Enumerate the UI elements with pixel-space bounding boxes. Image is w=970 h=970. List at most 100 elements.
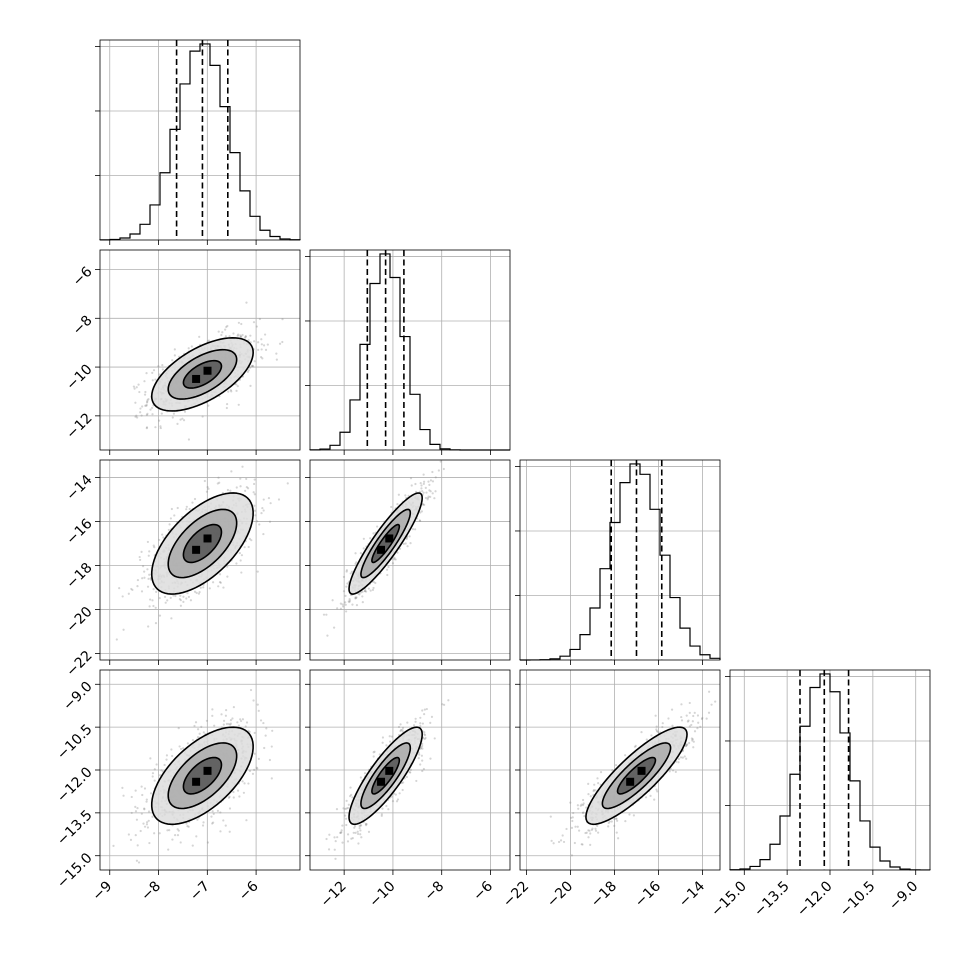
scatter-point	[143, 380, 146, 383]
scatter-point	[153, 546, 156, 549]
scatter-point	[361, 595, 364, 598]
scatter-point	[333, 836, 336, 839]
scatter-point	[402, 781, 405, 784]
scatter-point	[421, 759, 424, 762]
scatter-point	[565, 827, 568, 831]
scatter-point	[154, 426, 157, 429]
scatter-point	[246, 487, 250, 490]
scatter-point	[372, 532, 375, 535]
scatter-point	[187, 438, 191, 441]
scatter-point	[401, 730, 404, 733]
scatter-point	[351, 796, 354, 799]
scatter-point	[421, 747, 424, 750]
scatter-point	[344, 817, 348, 820]
density-peak	[192, 374, 201, 383]
scatter-point	[408, 535, 411, 538]
scatter-point	[358, 827, 361, 830]
scatter-point	[399, 729, 402, 733]
scatter-point	[422, 767, 425, 771]
scatter-point	[140, 590, 144, 593]
scatter-point	[205, 490, 209, 493]
scatter-point	[420, 484, 423, 487]
scatter-point	[332, 626, 336, 629]
scatter-point	[145, 821, 149, 824]
scatter-point	[426, 498, 429, 501]
scatter-point	[328, 833, 331, 836]
scatter-point	[387, 565, 390, 569]
scatter-point	[346, 806, 350, 810]
scatter-point	[194, 721, 198, 724]
scatter-point	[427, 495, 430, 498]
scatter-point	[391, 800, 395, 803]
scatter-point	[203, 479, 206, 483]
scatter-point	[251, 772, 255, 775]
scatter-point	[144, 390, 147, 394]
scatter-point	[145, 426, 149, 429]
scatter-point	[159, 425, 162, 428]
scatter-point	[359, 824, 362, 827]
scatter-point	[345, 610, 348, 613]
scatter-point	[171, 416, 174, 419]
hist-panel-1	[305, 249, 511, 451]
scatter-point	[259, 719, 263, 722]
density-peak	[385, 766, 394, 775]
scatter-panel-2-1	[309, 459, 511, 661]
scatter-point	[222, 723, 225, 726]
scatter-point	[679, 756, 683, 759]
scatter-point	[226, 324, 229, 328]
scatter-point	[421, 489, 424, 493]
histogram-0	[99, 43, 301, 241]
scatter-point	[632, 814, 635, 817]
scatter-point	[423, 733, 426, 736]
scatter-point	[347, 803, 350, 806]
scatter-point	[216, 809, 219, 812]
scatter-point	[255, 766, 258, 769]
scatter-point	[227, 390, 230, 393]
scatter-point	[409, 771, 412, 774]
scatter-point	[409, 768, 413, 771]
scatter-point	[146, 568, 149, 571]
scatter-point	[224, 335, 227, 338]
scatter-point	[398, 547, 402, 550]
scatter-point	[266, 343, 269, 346]
scatter-point	[112, 844, 115, 848]
scatter-point	[247, 369, 250, 372]
scatter-point	[141, 565, 145, 568]
scatter-point	[151, 599, 154, 602]
scatter-point	[143, 787, 147, 790]
scatter-point	[147, 554, 150, 557]
scatter-point	[414, 720, 417, 723]
scatter-point	[148, 573, 151, 576]
scatter-point	[257, 348, 260, 351]
scatter-point	[153, 779, 156, 782]
scatter-point	[229, 722, 232, 725]
scatter-point	[270, 777, 273, 780]
scatter-point	[140, 414, 143, 417]
scatter-point	[686, 743, 689, 746]
scatter-point	[423, 734, 427, 737]
scatter-point	[395, 800, 399, 803]
scatter-point	[218, 580, 222, 584]
scatter-point	[199, 586, 202, 589]
scatter-point	[380, 813, 383, 816]
scatter-point	[230, 390, 233, 393]
scatter-point	[396, 798, 400, 801]
scatter-point	[581, 811, 584, 815]
panel-frame	[309, 249, 511, 451]
scatter-point	[431, 492, 434, 495]
scatter-point	[363, 772, 367, 775]
scatter-point	[589, 843, 592, 846]
scatter-point	[400, 781, 403, 785]
histogram-1	[309, 253, 510, 451]
scatter-point	[164, 601, 167, 604]
scatter-point	[142, 822, 145, 825]
scatter-point	[425, 707, 428, 711]
scatter-point	[202, 821, 205, 824]
scatter-point	[592, 788, 596, 792]
scatter-point	[236, 385, 239, 388]
histogram-3	[729, 673, 931, 871]
scatter-point	[342, 807, 345, 810]
scatter-point	[358, 593, 361, 596]
scatter-point	[325, 613, 328, 616]
scatter-point	[182, 419, 186, 422]
